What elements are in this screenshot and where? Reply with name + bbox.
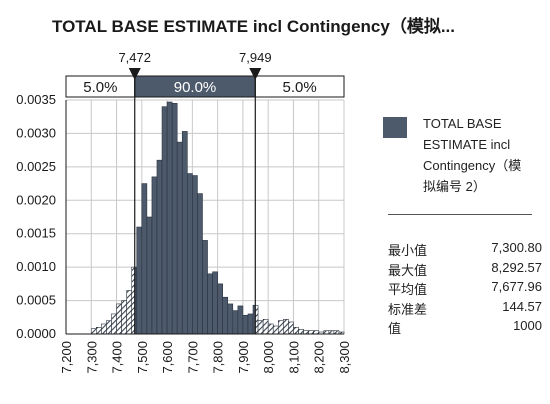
histogram-bar [136, 226, 143, 335]
histogram-bar [293, 327, 299, 335]
confidence-lower-marker [128, 68, 141, 80]
y-tick-label: 0.0030 [16, 125, 56, 140]
histogram-bar [298, 329, 304, 335]
histogram-bar [181, 131, 188, 335]
histogram-bar [328, 330, 335, 335]
confidence-lower-value: 7,472 [118, 50, 151, 65]
confidence-overlay: 5.0% 90.0% 5.0%7,472 7,949 [65, 50, 345, 334]
histogram-bar [262, 318, 269, 335]
stat-value: 1000 [513, 318, 542, 333]
stat-label: 值 [388, 321, 402, 336]
histogram-bar [283, 318, 289, 335]
x-tick-label: 7,300 [84, 341, 99, 374]
x-tick-label: 7,900 [236, 341, 251, 374]
histogram-bar [121, 300, 127, 335]
histogram-bar [237, 305, 244, 335]
y-tick-label: 0.0015 [16, 226, 56, 241]
histogram-bar [166, 101, 173, 335]
stat-value: 7,300.80 [491, 240, 542, 255]
stat-label: 最小值 [388, 243, 428, 258]
stat-row: 最小值 7,300.80 [388, 240, 542, 260]
histogram-bar [101, 323, 107, 335]
histogram-bar [161, 106, 168, 335]
histogram-bar [308, 330, 314, 335]
histogram-bar [288, 321, 294, 335]
chart-title: TOTAL BASE ESTIMATE incl Contingency（模拟.… [52, 17, 455, 36]
histogram-bar [156, 159, 163, 335]
histogram-bar [232, 310, 239, 335]
histogram-bar [313, 330, 320, 335]
histogram-bar [176, 141, 183, 335]
histogram-bar [146, 216, 153, 335]
histogram-bar [207, 273, 213, 335]
y-tick-label: 0.0000 [16, 326, 56, 341]
histogram-bar [187, 173, 193, 335]
confidence-mid-pct: 90.0% [174, 79, 217, 96]
histogram-bar [90, 328, 97, 335]
histogram-bar [217, 283, 223, 335]
x-tick-label: 8,000 [261, 341, 276, 374]
histogram-bar [96, 327, 102, 335]
x-tick-label: 7,800 [211, 341, 226, 374]
x-tick-label: 7,500 [135, 341, 150, 374]
stat-row: 标准差 144.57 [388, 299, 542, 319]
histogram-bar [192, 175, 198, 335]
histogram-bar [171, 103, 178, 335]
confidence-upper-value: 7,949 [239, 50, 272, 65]
histogram-bar [333, 330, 340, 335]
histogram-bar [126, 290, 133, 335]
histogram-bar [267, 323, 274, 335]
histogram-bar [247, 313, 254, 335]
histogram-bar [227, 303, 234, 335]
x-tick-label: 8,300 [337, 341, 352, 374]
stat-label: 标准差 [388, 301, 428, 317]
confidence-right-pct: 5.0% [283, 79, 317, 96]
legend-swatch [383, 117, 407, 138]
stat-label: 平均值 [388, 282, 428, 297]
stat-label: 最大值 [388, 262, 428, 278]
legend-label: TOTAL BASE ESTIMATE incl Contingency（模拟编… [423, 116, 522, 194]
x-tick-label: 8,100 [286, 341, 301, 374]
axes: 0.0000 0.0005 0.0010 0.0015 0.0020 0.0025 0.00… [16, 92, 352, 374]
histogram-bar [277, 320, 284, 335]
histogram-bar [202, 240, 208, 335]
stat-row: 最大值 8,292.57 [388, 260, 542, 280]
y-tick-label: 0.0010 [16, 259, 56, 274]
stat-row: 值 1000 [388, 318, 542, 338]
stat-row: 平均值 7,677.96 [388, 279, 542, 299]
histogram-bar [257, 320, 264, 335]
stat-value: 8,292.57 [491, 259, 542, 275]
y-tick-label: 0.0035 [16, 92, 56, 107]
stat-value: 144.57 [502, 298, 542, 314]
y-tick-label: 0.0025 [16, 159, 56, 174]
legend-divider [388, 214, 532, 215]
x-tick-label: 7,700 [185, 341, 200, 374]
y-tick-label: 0.0005 [16, 293, 56, 308]
histogram-bar [111, 313, 117, 335]
confidence-upper-marker [249, 68, 262, 80]
histogram-bar [222, 296, 229, 335]
histogram-bar [272, 325, 279, 335]
histogram-bar [212, 271, 218, 335]
stat-value: 7,677.96 [491, 279, 542, 294]
histogram-bar [242, 314, 249, 335]
x-tick-label: 8,200 [312, 341, 327, 374]
x-tick-label: 7,200 [59, 341, 74, 374]
histogram-bar [197, 193, 203, 335]
statistics-table: 最小值 7,300.80 最大值 8,292.57 平均值 7,677.96 标准差 144.… [388, 240, 542, 338]
histogram-bar [323, 330, 330, 335]
histogram-bar [106, 320, 112, 335]
y-tick-label: 0.0020 [16, 192, 56, 207]
x-tick-label: 7,600 [160, 341, 175, 374]
histogram-bar [151, 176, 158, 335]
histogram-bar [303, 330, 309, 335]
x-tick-label: 7,400 [110, 341, 125, 374]
histogram-bar [141, 183, 148, 335]
histogram-bar [116, 303, 122, 335]
confidence-left-pct: 5.0% [83, 79, 117, 96]
